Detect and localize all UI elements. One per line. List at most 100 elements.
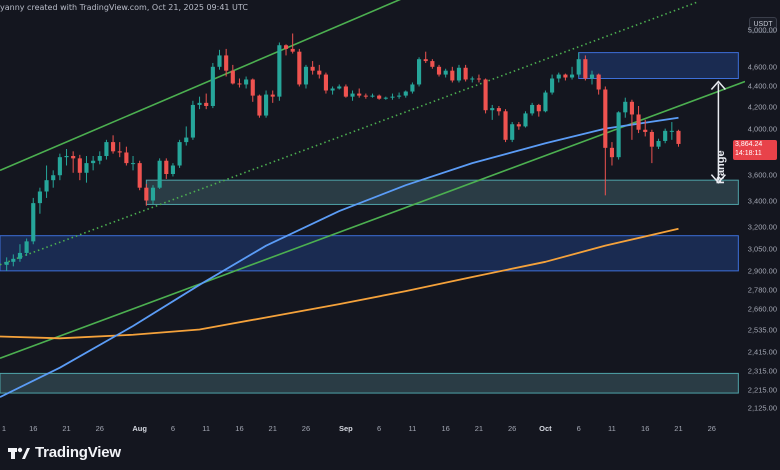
candle-body (669, 130, 674, 132)
time-tick-label: 11 (608, 424, 616, 433)
candle-body (656, 140, 661, 147)
candle-body (11, 258, 16, 262)
price-tick-label: 3,200.00 (747, 222, 777, 232)
candle-body (663, 130, 668, 141)
candle-body (77, 158, 82, 173)
candle-body (264, 94, 269, 116)
candle-body (330, 88, 335, 91)
time-tick-label: 11 (408, 424, 417, 433)
candle-body (297, 51, 302, 85)
zone-blue-0 (578, 52, 739, 79)
time-tick-label: 11 (202, 424, 211, 433)
candle-body (303, 66, 309, 85)
candle-body (270, 94, 275, 97)
price-tick-label: 3,600.00 (747, 170, 777, 180)
last-price-label: 3,864.24 14:18:11 (733, 139, 777, 160)
candle-body (403, 91, 408, 96)
candle-body (609, 147, 615, 158)
candle-body (111, 142, 116, 152)
candle-body (230, 70, 235, 84)
price-tick-label: 4,200.00 (747, 102, 777, 112)
price-chart[interactable] (0, 0, 745, 430)
candle-body (563, 74, 568, 78)
time-tick-label: 6 (576, 424, 581, 433)
candle-body (377, 95, 382, 99)
price-tick-label: 2,780.00 (747, 285, 777, 295)
currency-label[interactable]: USDT (749, 17, 777, 33)
candle-body (24, 241, 29, 253)
candle-body (57, 157, 62, 176)
price-tick-label: 4,000.00 (747, 124, 777, 134)
time-tick-label: 1 (1, 424, 7, 433)
candle-body (157, 160, 162, 188)
time-tick-label: 16 (641, 424, 650, 433)
price-tick-label: 2,125.00 (747, 403, 777, 413)
zone-teal-3 (0, 372, 739, 394)
time-tick-label: 6 (377, 424, 382, 433)
price-scale[interactable]: 5,000.00 4,600.00 4,400.00 4,200.00 4,000.00… (745, 0, 780, 430)
candle-body (37, 191, 42, 204)
candle-body (629, 101, 634, 115)
candle-body (370, 95, 375, 97)
candle-body (277, 45, 282, 97)
candle-body (130, 163, 136, 165)
price-tick-label: 2,535.00 (747, 325, 777, 335)
candle-body (204, 102, 209, 106)
candle-body (310, 66, 315, 71)
candle-body (636, 114, 641, 130)
candle-body (470, 78, 475, 80)
candle-body (343, 86, 348, 97)
range-arrow-head-down (710, 174, 726, 184)
candle-body (363, 95, 368, 97)
price-tick-label: 2,900.00 (747, 266, 777, 276)
candle-body (190, 104, 195, 138)
candle-body (144, 187, 149, 201)
candle-body (197, 102, 202, 105)
candle-body (237, 83, 242, 85)
candle-body (337, 86, 342, 89)
candle-body (510, 124, 515, 140)
candle-body (530, 104, 535, 114)
range-annotation-label: Range (715, 150, 727, 184)
candle-body (543, 92, 548, 112)
price-tick-label: 2,215.00 (747, 385, 777, 395)
candle-body (623, 101, 628, 113)
candle-body (397, 95, 402, 97)
zone-blue-2 (0, 235, 739, 272)
candle-body (483, 79, 488, 111)
candle-body (603, 89, 608, 148)
candle-body (589, 74, 595, 79)
candle-body (71, 155, 76, 159)
time-tick-label: Sep (339, 424, 353, 433)
bar-countdown: 14:18:11 (735, 149, 762, 157)
tradingview-logo[interactable]: TradingView (8, 444, 121, 461)
last-price-value: 3,864.24 (735, 140, 763, 148)
candle-body (150, 187, 156, 201)
time-tick-label: 21 (268, 424, 277, 433)
candle-body (556, 74, 561, 79)
time-tick-label: 21 (474, 424, 484, 433)
candle-body (550, 78, 555, 93)
time-tick-label: 26 (508, 424, 517, 433)
candle-body (317, 70, 322, 75)
ma-slow-line (0, 227, 679, 340)
time-tick-label: 16 (235, 424, 244, 433)
time-tick-label: 16 (441, 424, 450, 433)
candle-body (536, 104, 541, 112)
ma-fast-line (0, 116, 679, 398)
candle-body (516, 124, 521, 127)
candle-body (97, 155, 102, 161)
candle-body (463, 67, 468, 80)
candle-body (390, 96, 395, 98)
time-tick-label: 26 (707, 424, 716, 433)
time-tick-label: 21 (674, 424, 683, 433)
price-tick-label: 5,000.00 (747, 25, 777, 35)
candle-body (649, 131, 654, 147)
candle-body (244, 79, 249, 85)
candle-body (91, 160, 96, 164)
candle-body (450, 70, 455, 81)
tradingview-icon (8, 447, 30, 459)
candle-body (250, 79, 255, 96)
candle-body (117, 151, 122, 153)
channel-lower-line (0, 80, 745, 360)
